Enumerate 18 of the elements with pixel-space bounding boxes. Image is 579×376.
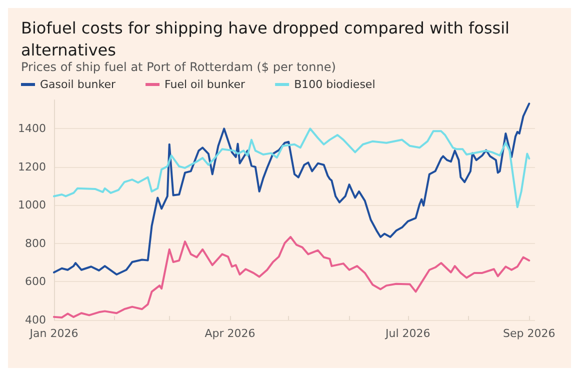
y-tick-label: 400 [25, 314, 46, 326]
legend-label: Fuel oil bunker [164, 78, 246, 91]
line-series [53, 236, 530, 319]
x-tick-label: Apr 2026 [204, 327, 256, 340]
chart-title: Biofuel costs for shipping have dropped compared with fossil alternatives [21, 18, 515, 60]
chart-subtitle: Prices of ship fuel at Port of Rotterdam ($ per tonne) [21, 60, 336, 74]
line-series [53, 128, 530, 208]
legend-label: B100 biodiesel [294, 78, 376, 91]
x-tick-label: Sep 2026 [503, 327, 556, 340]
y-tick-label: 600 [25, 275, 46, 288]
y-tick-label: 1000 [18, 198, 46, 212]
y-tick-label: 1200 [18, 160, 46, 174]
legend-label: Gasoil bunker [40, 78, 116, 91]
x-tick-label: Jan 2026 [28, 327, 78, 340]
x-tick-label: Jul 2026 [384, 327, 430, 340]
line-series [53, 102, 530, 276]
y-tick-label: 1400 [18, 122, 46, 136]
y-tick-label: 800 [25, 236, 46, 250]
